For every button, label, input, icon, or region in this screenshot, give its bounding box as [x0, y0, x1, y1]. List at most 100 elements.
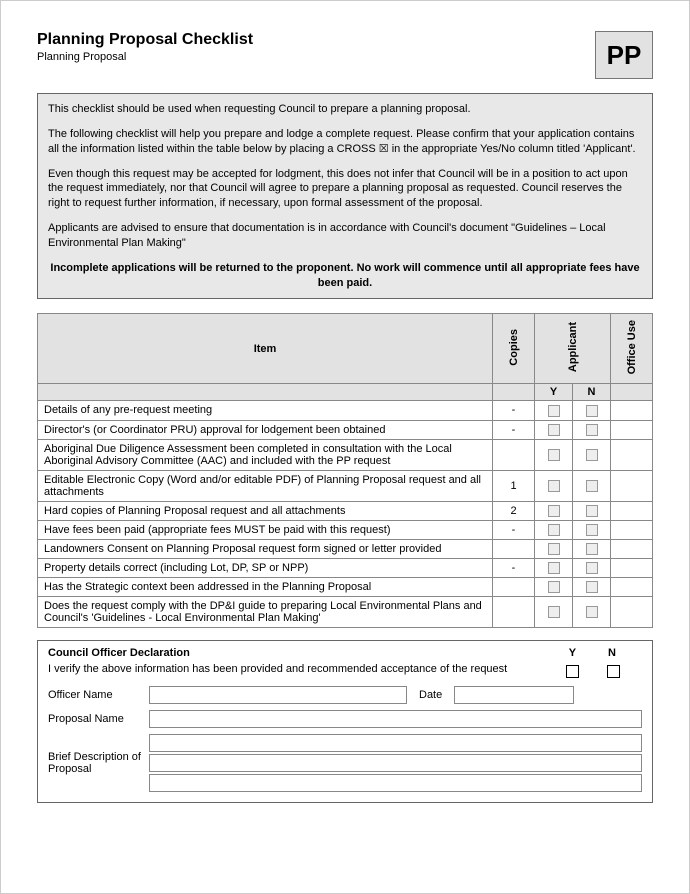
cell-office — [611, 539, 653, 558]
cell-item: Property details correct (including Lot,… — [38, 558, 493, 577]
decl-y: Y — [569, 647, 576, 659]
description-row: Brief Description of Proposal — [48, 734, 642, 792]
cell-y — [535, 578, 573, 597]
proposal-label: Proposal Name — [48, 713, 143, 725]
checkbox-n[interactable] — [586, 505, 598, 517]
checkbox-n[interactable] — [586, 480, 598, 492]
checkbox-y[interactable] — [548, 606, 560, 618]
table-row: Landowners Consent on Planning Proposal … — [38, 539, 653, 558]
yn-row: Y N — [38, 384, 653, 401]
yn-empty-3 — [611, 384, 653, 401]
cell-item: Aboriginal Due Diligence Assessment been… — [38, 439, 493, 470]
cell-copies: - — [493, 420, 535, 439]
description-line-2[interactable] — [149, 754, 642, 772]
officer-label: Officer Name — [48, 689, 143, 701]
cell-y — [535, 439, 573, 470]
cell-copies — [493, 597, 535, 628]
table-row: Have fees been paid (appropriate fees MU… — [38, 520, 653, 539]
header: Planning Proposal Checklist Planning Pro… — [37, 31, 653, 79]
cell-y — [535, 597, 573, 628]
intro-p1: This checklist should be used when reque… — [48, 102, 642, 117]
cell-office — [611, 501, 653, 520]
table-row: Hard copies of Planning Proposal request… — [38, 501, 653, 520]
declaration-verify-text: I verify the above information has been … — [48, 663, 566, 675]
checkbox-y[interactable] — [548, 581, 560, 593]
th-copies: Copies — [493, 314, 535, 384]
checkbox-y[interactable] — [548, 562, 560, 574]
cell-item: Hard copies of Planning Proposal request… — [38, 501, 493, 520]
cell-copies: - — [493, 520, 535, 539]
description-lines — [149, 734, 642, 792]
cell-item: Have fees been paid (appropriate fees MU… — [38, 520, 493, 539]
cell-y — [535, 539, 573, 558]
page: Planning Proposal Checklist Planning Pro… — [0, 0, 690, 894]
cell-item: Landowners Consent on Planning Proposal … — [38, 539, 493, 558]
cell-y — [535, 558, 573, 577]
cell-y — [535, 520, 573, 539]
declaration-title: Council Officer Declaration — [48, 647, 569, 659]
checkbox-y[interactable] — [548, 505, 560, 517]
checklist-table: Item Copies Applicant Office Use Y N Det… — [37, 313, 653, 628]
description-line-1[interactable] — [149, 734, 642, 752]
checkbox-n[interactable] — [586, 606, 598, 618]
cell-n — [573, 420, 611, 439]
cell-copies: 2 — [493, 501, 535, 520]
cell-office — [611, 597, 653, 628]
cell-n — [573, 558, 611, 577]
cell-office — [611, 558, 653, 577]
checkbox-y[interactable] — [548, 405, 560, 417]
page-title: Planning Proposal Checklist — [37, 31, 253, 49]
table-row: Has the Strategic context been addressed… — [38, 578, 653, 597]
checkbox-n[interactable] — [586, 449, 598, 461]
th-applicant: Applicant — [535, 314, 611, 384]
checkbox-n[interactable] — [586, 424, 598, 436]
th-item: Item — [38, 314, 493, 384]
table-row: Property details correct (including Lot,… — [38, 558, 653, 577]
cell-n — [573, 401, 611, 420]
table-row: Aboriginal Due Diligence Assessment been… — [38, 439, 653, 470]
intro-p4: Applicants are advised to ensure that do… — [48, 221, 642, 251]
officer-name-input[interactable] — [149, 686, 407, 704]
cell-office — [611, 578, 653, 597]
officer-row: Officer Name Date — [48, 686, 642, 704]
cell-office — [611, 439, 653, 470]
cell-y — [535, 401, 573, 420]
checkbox-y[interactable] — [548, 424, 560, 436]
cell-copies: - — [493, 558, 535, 577]
cell-office — [611, 470, 653, 501]
checkbox-y[interactable] — [548, 480, 560, 492]
cell-n — [573, 470, 611, 501]
checkbox-n[interactable] — [586, 581, 598, 593]
th-office: Office Use — [611, 314, 653, 384]
cell-office — [611, 520, 653, 539]
cell-n — [573, 539, 611, 558]
checkbox-y[interactable] — [548, 449, 560, 461]
cell-copies: - — [493, 401, 535, 420]
cell-office — [611, 401, 653, 420]
cell-item: Details of any pre-request meeting — [38, 401, 493, 420]
verify-n-checkbox[interactable] — [607, 665, 620, 678]
intro-p2: The following checklist will help you pr… — [48, 127, 642, 157]
cell-copies — [493, 439, 535, 470]
checkbox-n[interactable] — [586, 524, 598, 536]
verify-y-checkbox[interactable] — [566, 665, 579, 678]
declaration-header: Council Officer Declaration Y N — [48, 647, 642, 659]
declaration-verify-boxes — [566, 663, 642, 678]
cell-y — [535, 420, 573, 439]
checkbox-y[interactable] — [548, 524, 560, 536]
checkbox-n[interactable] — [586, 562, 598, 574]
checkbox-y[interactable] — [548, 543, 560, 555]
declaration-yn: Y N — [569, 647, 642, 659]
proposal-row: Proposal Name — [48, 710, 642, 728]
description-line-3[interactable] — [149, 774, 642, 792]
table-row: Editable Electronic Copy (Word and/or ed… — [38, 470, 653, 501]
date-input[interactable] — [454, 686, 574, 704]
checkbox-n[interactable] — [586, 543, 598, 555]
cell-y — [535, 501, 573, 520]
cell-n — [573, 597, 611, 628]
table-row: Details of any pre-request meeting- — [38, 401, 653, 420]
intro-box: This checklist should be used when reque… — [37, 93, 653, 299]
checkbox-n[interactable] — [586, 405, 598, 417]
cell-y — [535, 470, 573, 501]
proposal-name-input[interactable] — [149, 710, 642, 728]
